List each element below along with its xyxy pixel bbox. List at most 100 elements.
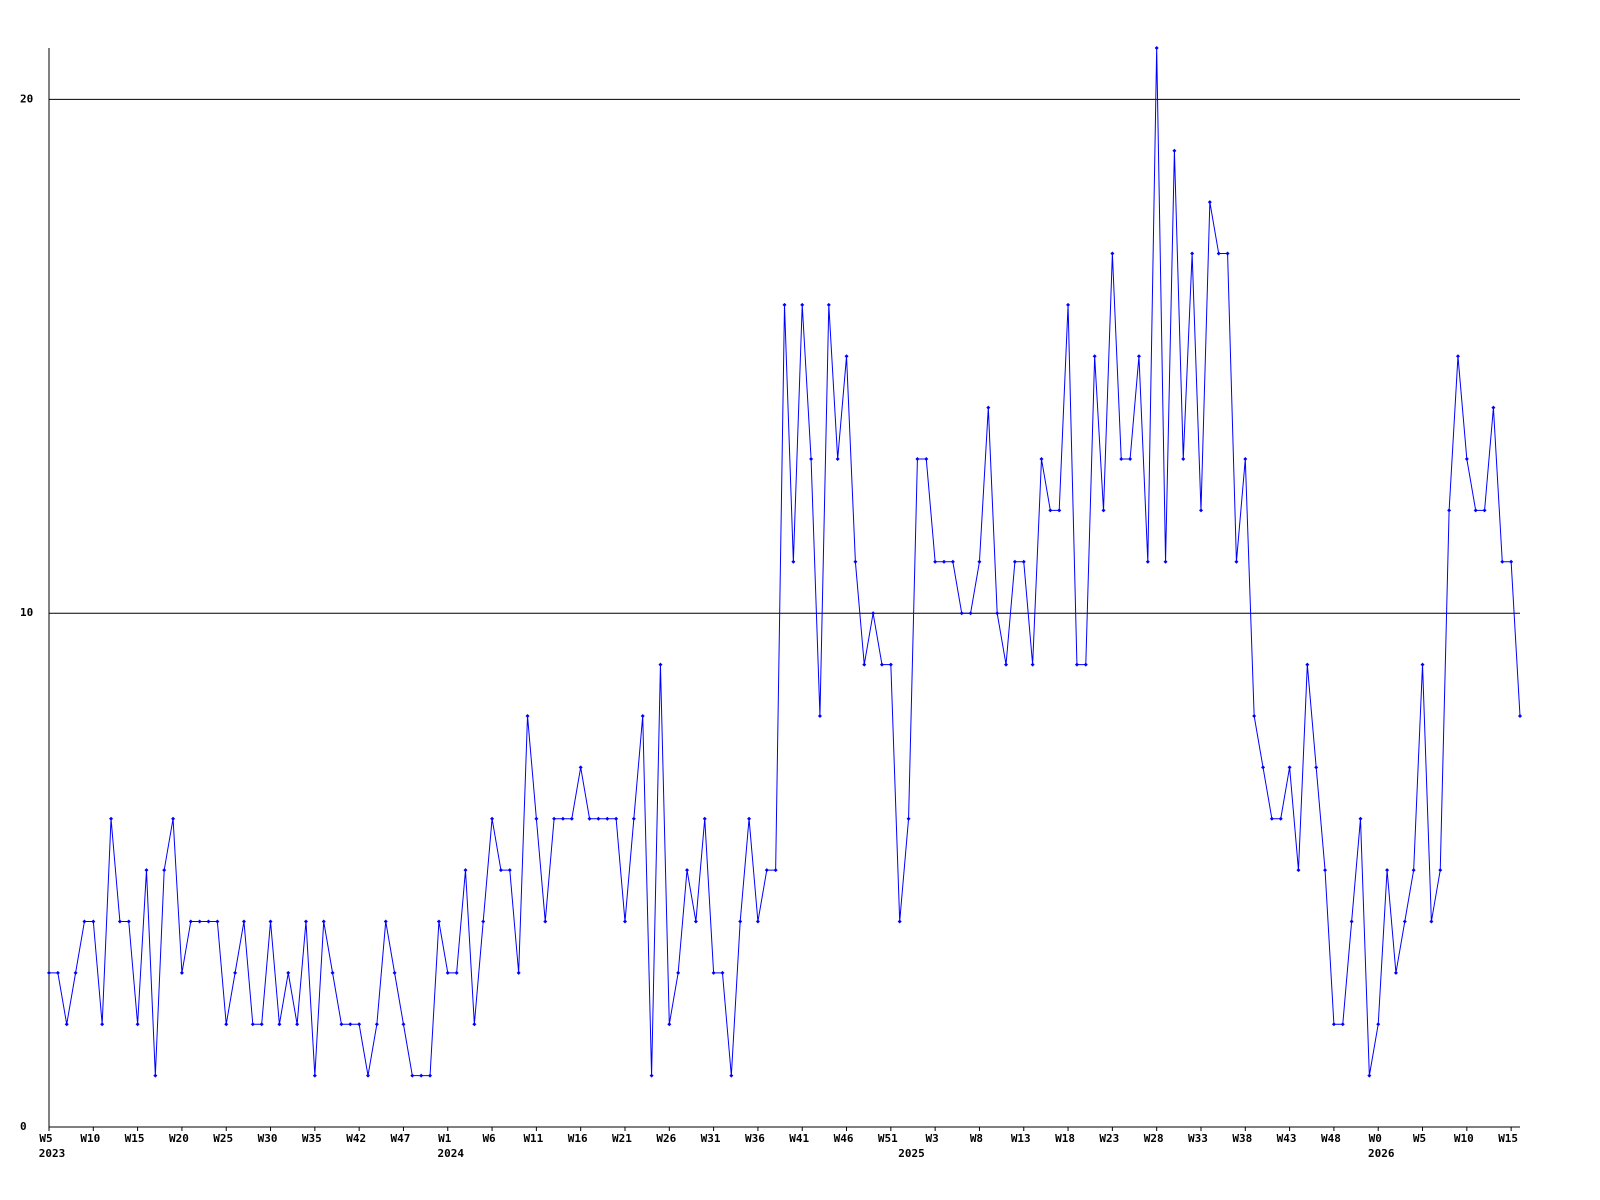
point-marker <box>614 816 619 821</box>
point-marker <box>525 713 530 718</box>
point-marker <box>791 559 796 564</box>
point-marker <box>738 919 743 924</box>
point-marker <box>1048 508 1053 513</box>
point-marker <box>321 919 326 924</box>
point-marker <box>924 457 929 462</box>
point-marker <box>1092 354 1097 359</box>
point-marker <box>1119 457 1124 462</box>
point-marker <box>401 1022 406 1027</box>
point-marker <box>224 1022 229 1027</box>
point-marker <box>1074 662 1079 667</box>
point-marker <box>959 611 964 616</box>
x-tick-label: W42 <box>346 1132 366 1145</box>
point-marker <box>702 816 707 821</box>
point-marker <box>215 919 220 924</box>
point-marker <box>764 868 769 873</box>
point-marker <box>144 868 149 873</box>
point-marker <box>1057 508 1062 513</box>
point-marker <box>773 868 778 873</box>
point-marker <box>995 611 1000 616</box>
point-marker <box>1136 354 1141 359</box>
point-marker <box>374 1022 379 1027</box>
point-marker <box>117 919 122 924</box>
point-marker <box>82 919 87 924</box>
point-marker <box>55 970 60 975</box>
point-marker <box>560 816 565 821</box>
point-marker <box>906 816 911 821</box>
point-marker <box>1464 457 1469 462</box>
point-marker <box>1402 919 1407 924</box>
point-marker <box>986 405 991 410</box>
point-marker <box>729 1073 734 1078</box>
x-tick-label: W6 <box>482 1132 496 1145</box>
point-marker <box>259 1022 264 1027</box>
point-marker <box>109 816 114 821</box>
x-tick-label: W31 <box>701 1132 721 1145</box>
point-marker <box>1066 302 1071 307</box>
point-marker <box>339 1022 344 1027</box>
point-marker <box>233 970 238 975</box>
x-tick-label: W15 <box>125 1132 145 1145</box>
point-marker <box>605 816 610 821</box>
point-marker <box>171 816 176 821</box>
point-marker <box>1278 816 1283 821</box>
point-marker <box>871 611 876 616</box>
point-marker <box>1012 559 1017 564</box>
x-tick-label: W20 <box>169 1132 189 1145</box>
point-marker <box>1367 1073 1372 1078</box>
point-marker <box>1181 457 1186 462</box>
point-marker <box>809 457 814 462</box>
point-marker <box>720 970 725 975</box>
point-marker <box>1225 251 1230 256</box>
x-tick-label: W0 <box>1369 1132 1382 1145</box>
point-marker <box>1500 559 1505 564</box>
point-marker <box>1154 46 1159 50</box>
point-marker <box>1163 559 1168 564</box>
x-tick-label: W5 <box>1413 1132 1426 1145</box>
point-marker <box>1172 148 1177 153</box>
point-marker <box>454 970 459 975</box>
point-marker <box>463 868 468 873</box>
point-marker <box>676 970 681 975</box>
point-marker <box>711 970 716 975</box>
point-marker <box>1269 816 1274 821</box>
point-marker <box>481 919 486 924</box>
x-tick-label: W35 <box>302 1132 322 1145</box>
point-marker <box>587 816 592 821</box>
x-tick-label: W51 <box>878 1132 898 1145</box>
point-marker <box>1447 508 1452 513</box>
point-marker <box>1004 662 1009 667</box>
x-tick-label: W1 <box>438 1132 452 1145</box>
x-tick-label: W25 <box>213 1132 233 1145</box>
point-marker <box>667 1022 672 1027</box>
x-tick-label: W26 <box>656 1132 676 1145</box>
point-marker <box>357 1022 362 1027</box>
point-marker <box>1021 559 1026 564</box>
point-marker <box>1243 457 1248 462</box>
point-marker <box>1030 662 1035 667</box>
point-marker <box>188 919 193 924</box>
x-tick-label: W18 <box>1055 1132 1075 1145</box>
point-marker <box>1128 457 1133 462</box>
y-tick-label: 0 <box>20 1120 27 1133</box>
point-marker <box>658 662 663 667</box>
point-marker <box>534 816 539 821</box>
point-marker <box>569 816 574 821</box>
point-marker <box>348 1022 353 1027</box>
point-marker <box>826 302 831 307</box>
x-tick-label: W10 <box>80 1132 100 1145</box>
point-marker <box>977 559 982 564</box>
point-marker <box>1438 868 1443 873</box>
point-marker <box>1385 868 1390 873</box>
point-marker <box>312 1073 317 1078</box>
point-marker <box>516 970 521 975</box>
x-tick-label: W13 <box>1011 1132 1031 1145</box>
point-marker <box>1393 970 1398 975</box>
point-marker <box>1358 816 1363 821</box>
point-marker <box>968 611 973 616</box>
point-marker <box>91 919 96 924</box>
x-tick-label: W46 <box>834 1132 854 1145</box>
point-marker <box>1252 713 1257 718</box>
point-marker <box>277 1022 282 1027</box>
